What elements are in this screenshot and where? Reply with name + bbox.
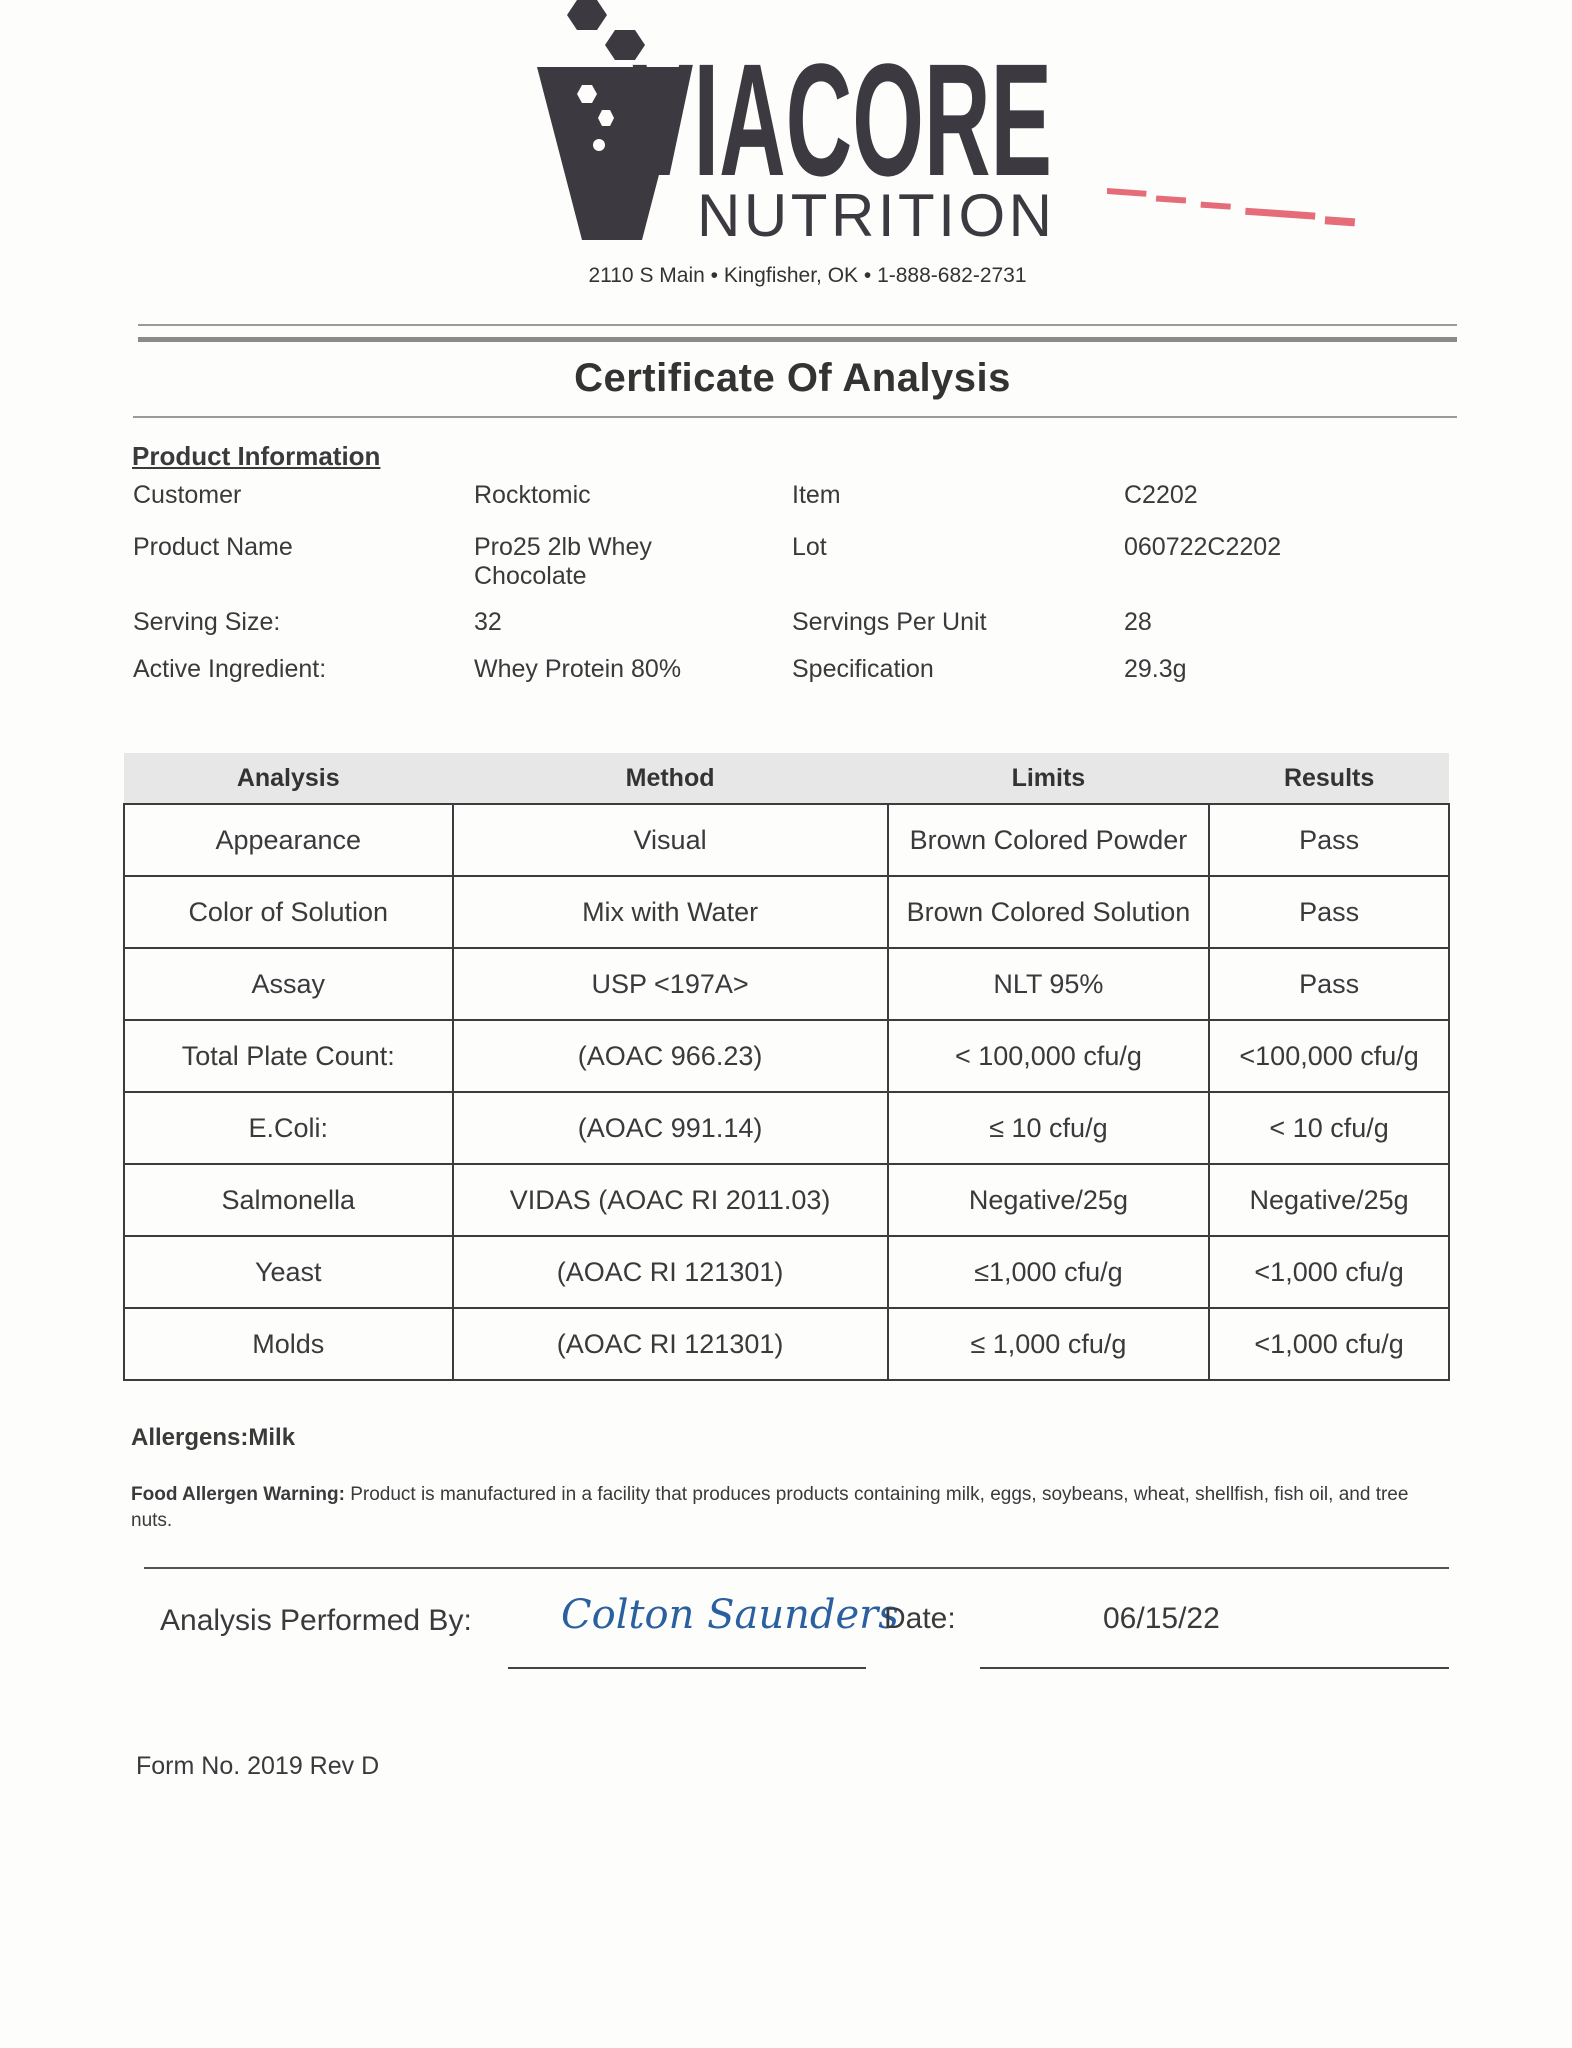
table-row: Yeast (AOAC RI 121301) ≤1,000 cfu/g <1,000 … bbox=[123, 1235, 1450, 1309]
cell-limits: ≤ 10 cfu/g bbox=[886, 1091, 1211, 1165]
allergen-warning: Food Allergen Warning: Product is manufa… bbox=[131, 1482, 1451, 1534]
divider bbox=[144, 1567, 1449, 1569]
cell-method: (AOAC RI 121301) bbox=[451, 1307, 889, 1381]
label-lot: Lot bbox=[792, 533, 827, 561]
form-number: Form No. 2019 Rev D bbox=[136, 1752, 380, 1780]
value-serving-size: 32 bbox=[474, 608, 502, 636]
cell-limits: NLT 95% bbox=[886, 947, 1211, 1021]
label-servings-per-unit: Servings Per Unit bbox=[792, 608, 987, 636]
cell-analysis: Molds bbox=[123, 1307, 454, 1381]
cell-limits: ≤ 1,000 cfu/g bbox=[886, 1307, 1211, 1381]
cell-method: (AOAC RI 121301) bbox=[451, 1235, 889, 1309]
svg-text:VIACORE: VIACORE bbox=[632, 30, 1052, 209]
allergens: Allergens:Milk bbox=[131, 1424, 296, 1451]
label-active-ingredient: Active Ingredient: bbox=[133, 655, 327, 683]
cell-method: VIDAS (AOAC RI 2011.03) bbox=[451, 1163, 889, 1237]
product-info-heading: Product Information bbox=[132, 441, 381, 471]
cell-method: (AOAC 991.14) bbox=[451, 1091, 889, 1165]
table-row: Appearance Visual Brown Colored Powder Pass bbox=[123, 803, 1450, 877]
header-method: Method bbox=[452, 753, 888, 804]
cell-results: Pass bbox=[1208, 947, 1450, 1021]
cell-analysis: Yeast bbox=[123, 1235, 454, 1309]
label-serving-size: Serving Size: bbox=[133, 608, 281, 636]
table-row: E.Coli: (AOAC 991.14) ≤ 10 cfu/g < 10 cfu/g bbox=[123, 1091, 1450, 1165]
viacore-logo: VIACORE NUTRITION bbox=[537, 0, 1052, 245]
divider bbox=[133, 416, 1457, 418]
cell-results: < 10 cfu/g bbox=[1208, 1091, 1450, 1165]
cell-analysis: Total Plate Count: bbox=[123, 1019, 454, 1093]
divider bbox=[138, 337, 1457, 342]
header-limits: Limits bbox=[887, 753, 1210, 804]
header-analysis: Analysis bbox=[124, 753, 453, 804]
table-row: Molds (AOAC RI 121301) ≤ 1,000 cfu/g <1,000… bbox=[123, 1307, 1450, 1381]
red-stamp-fragment bbox=[1107, 187, 1356, 227]
label-product-name: Product Name bbox=[133, 533, 293, 561]
label-specification: Specification bbox=[792, 655, 934, 683]
document-title: Certificate Of Analysis bbox=[574, 356, 1011, 400]
cell-limits: < 100,000 cfu/g bbox=[886, 1019, 1211, 1093]
cell-method: Visual bbox=[451, 803, 889, 877]
value-customer: Rocktomic bbox=[474, 481, 591, 509]
table-row: Salmonella VIDAS (AOAC RI 2011.03) Negativ… bbox=[123, 1163, 1450, 1237]
table-header-row: Analysis Method Limits Results bbox=[124, 753, 1449, 804]
company-address: 2110 S Main • Kingfisher, OK • 1-888-682… bbox=[588, 264, 1027, 287]
cell-limits: Negative/25g bbox=[886, 1163, 1211, 1237]
analysis-table: Analysis Method Limits Results Appearanc… bbox=[123, 753, 1450, 1381]
signature: Colton Saunders bbox=[561, 1592, 899, 1638]
cell-results: Pass bbox=[1208, 803, 1450, 877]
flask-v-icon bbox=[537, 67, 687, 240]
divider bbox=[138, 324, 1457, 326]
table-row: Total Plate Count: (AOAC 966.23) < 100,000… bbox=[123, 1019, 1450, 1093]
hexagon-bubble-icon bbox=[567, 0, 607, 30]
cell-limits: ≤1,000 cfu/g bbox=[886, 1235, 1211, 1309]
date-value: 06/15/22 bbox=[1103, 1602, 1220, 1635]
cell-method: Mix with Water bbox=[451, 875, 889, 949]
cell-results: Pass bbox=[1208, 875, 1450, 949]
cell-method: USP <197A> bbox=[451, 947, 889, 1021]
cell-limits: Brown Colored Solution bbox=[886, 875, 1211, 949]
value-specification: 29.3g bbox=[1124, 655, 1187, 683]
value-servings-per-unit: 28 bbox=[1124, 608, 1152, 636]
cell-results: <100,000 cfu/g bbox=[1208, 1019, 1450, 1093]
performed-by-label: Analysis Performed By: bbox=[160, 1604, 472, 1637]
cell-results: Negative/25g bbox=[1208, 1163, 1450, 1237]
date-label: Date: bbox=[884, 1602, 956, 1635]
cell-limits: Brown Colored Powder bbox=[886, 803, 1211, 877]
cell-analysis: Color of Solution bbox=[123, 875, 454, 949]
signature-line bbox=[508, 1667, 866, 1669]
cell-analysis: E.Coli: bbox=[123, 1091, 454, 1165]
cell-results: <1,000 cfu/g bbox=[1208, 1307, 1450, 1381]
table-row: Assay USP <197A> NLT 95% Pass bbox=[123, 947, 1450, 1021]
value-lot: 060722C2202 bbox=[1124, 533, 1282, 561]
cell-method: (AOAC 966.23) bbox=[451, 1019, 889, 1093]
value-active-ingredient: Whey Protein 80% bbox=[474, 655, 682, 683]
warning-text: Product is manufactured in a facility th… bbox=[131, 1484, 1409, 1531]
label-item: Item bbox=[792, 481, 841, 509]
label-customer: Customer bbox=[133, 481, 242, 509]
header-results: Results bbox=[1209, 753, 1449, 804]
cell-results: <1,000 cfu/g bbox=[1208, 1235, 1450, 1309]
warning-label: Food Allergen Warning: bbox=[131, 1484, 345, 1505]
date-line bbox=[980, 1667, 1449, 1669]
value-item: C2202 bbox=[1124, 481, 1198, 509]
cell-analysis: Appearance bbox=[123, 803, 454, 877]
hexagon-bubble-icon bbox=[605, 30, 645, 60]
cell-analysis: Assay bbox=[123, 947, 454, 1021]
value-product-name: Pro25 2lb Whey Chocolate bbox=[474, 533, 652, 590]
table-row: Color of Solution Mix with Water Brown Col… bbox=[123, 875, 1450, 949]
cell-analysis: Salmonella bbox=[123, 1163, 454, 1237]
